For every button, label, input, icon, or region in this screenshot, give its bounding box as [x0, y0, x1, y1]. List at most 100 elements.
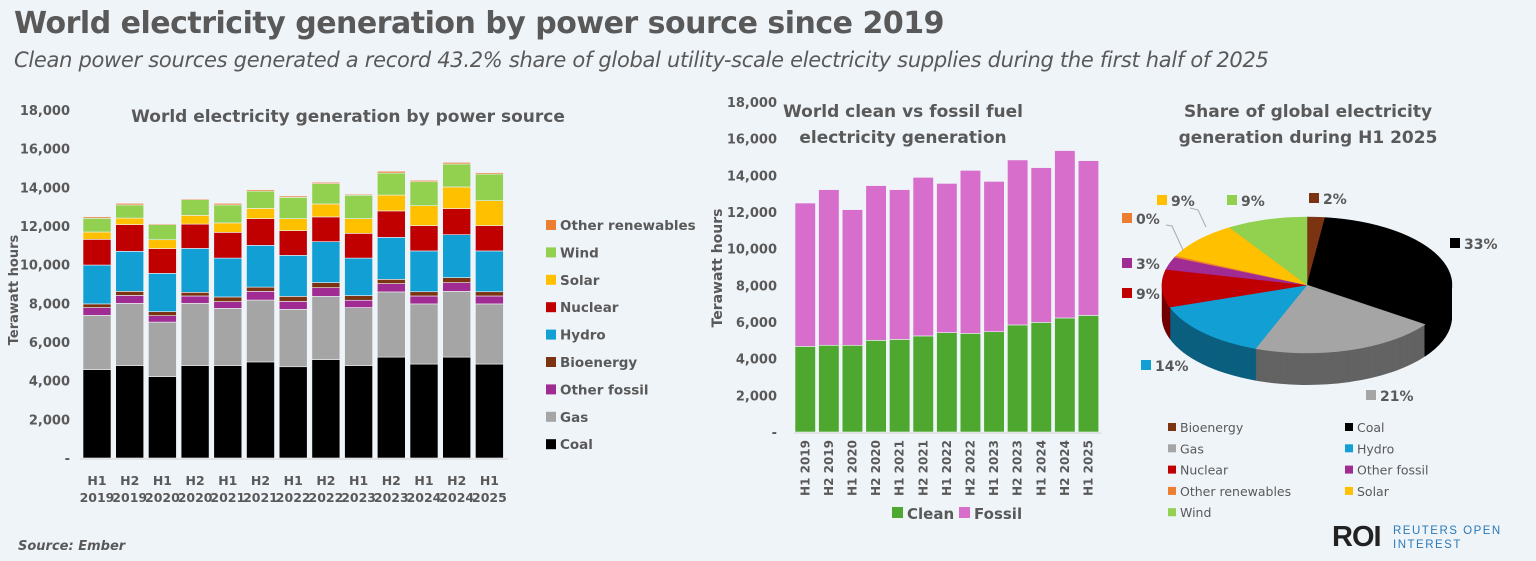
data-label: 2%: [1323, 192, 1347, 208]
bar-segment-clean: [1077, 315, 1099, 433]
data-label-swatch: [1157, 195, 1167, 205]
x-tick-label: 2019: [112, 490, 147, 505]
bar-segment-hydro: [311, 241, 341, 283]
bar-segment-hydro: [213, 257, 243, 298]
x-tick-label: 2023: [374, 490, 409, 505]
bar-segment-gas: [278, 309, 308, 368]
bar-segment-solar: [278, 218, 308, 231]
data-label-swatch: [1141, 360, 1151, 370]
y-tick-label: 14,000: [727, 169, 777, 184]
bar-segment-other-fossil: [409, 295, 439, 305]
legend-swatch: [959, 507, 970, 518]
bar-segment-other-fossil: [213, 301, 243, 309]
bar-segment-nuclear: [278, 230, 308, 256]
x-tick-label: H1: [349, 473, 368, 488]
legend-swatch: [546, 274, 556, 285]
bar-segment-nuclear: [115, 224, 144, 252]
data-label: 33%: [1464, 237, 1498, 253]
y-tick-label: 18,000: [727, 96, 777, 111]
bar-segment-hydro: [148, 273, 177, 312]
bar-segment-other-renewables: [148, 223, 177, 225]
bar-segment-bioenergy: [475, 291, 504, 297]
bar-segment-bioenergy: [442, 277, 472, 283]
bar-segment-solar: [409, 205, 439, 226]
x-tick-label: H1: [480, 473, 499, 488]
bar-segment-coal: [278, 366, 308, 459]
legend-swatch: [1168, 444, 1176, 453]
x-tick-label: H2 2023: [1011, 440, 1025, 496]
chart-title: generation during H1 2025: [1179, 128, 1438, 148]
x-tick-label: 2021: [210, 490, 245, 505]
bar-segment-gas: [246, 299, 275, 363]
bar-segment-other-fossil: [278, 301, 308, 310]
x-tick-label: H1: [218, 473, 237, 488]
bar-segment-solar: [82, 231, 112, 240]
bar-segment-bioenergy: [213, 296, 243, 302]
bar-segment-bioenergy: [311, 282, 341, 288]
x-tick-label: 2022: [276, 490, 311, 505]
x-tick-label: 2019: [80, 490, 115, 505]
y-tick-label: 10,000: [20, 259, 70, 274]
bar-segment-coal: [213, 365, 243, 459]
bar-segment-gas: [180, 303, 210, 366]
bar-segment-other-renewables: [442, 162, 472, 165]
bar-segment-hydro: [278, 255, 308, 297]
bar-segment-nuclear: [442, 208, 472, 236]
bar-segment-other-renewables: [475, 172, 504, 175]
x-tick-label: H1 2022: [940, 440, 954, 496]
bar-segment-bioenergy: [344, 295, 373, 301]
legend-swatch: [1345, 444, 1353, 453]
x-tick-label: H2: [447, 473, 466, 488]
x-tick-label: H1: [153, 473, 172, 488]
x-tick-label: H1 2024: [1034, 440, 1048, 496]
x-tick-label: 2020: [145, 490, 180, 505]
data-label-swatch: [1122, 258, 1132, 268]
y-tick-label: 10,000: [727, 243, 777, 258]
bar-segment-other-fossil: [180, 295, 210, 304]
bar-segment-nuclear: [311, 216, 341, 242]
legend-label: Wind: [560, 245, 599, 261]
data-label-swatch: [1450, 238, 1460, 248]
y-tick-label: 4,000: [736, 353, 777, 368]
bar-segment-bioenergy: [376, 279, 406, 284]
legend-label: Wind: [1180, 505, 1211, 520]
y-tick-label: -: [65, 452, 70, 467]
y-tick-label: -: [772, 426, 777, 441]
x-tick-label: H1 2021: [893, 440, 907, 496]
bar-segment-gas: [344, 307, 373, 366]
legend-label: Hydro: [560, 328, 606, 344]
bar-segment-hydro: [409, 250, 439, 293]
data-label: 9%: [1241, 194, 1265, 210]
bar-segment-bioenergy: [180, 292, 210, 297]
x-tick-label: H2 2020: [869, 440, 883, 496]
legend-swatch: [546, 220, 556, 230]
legend-swatch: [546, 384, 556, 395]
bar-segment-other-fossil: [82, 307, 112, 316]
data-label: 0%: [1136, 212, 1160, 228]
legend-swatch: [1168, 508, 1176, 517]
y-tick-label: 6,000: [736, 316, 777, 331]
bar-segment-solar: [180, 215, 210, 225]
data-label-swatch: [1366, 390, 1376, 400]
bar-segment-wind: [148, 224, 177, 241]
legend-label: Nuclear: [560, 300, 619, 316]
legend-label: Clean: [907, 505, 954, 523]
bar-segment-clean: [1054, 317, 1076, 433]
x-tick-label: H1 2019: [798, 440, 812, 496]
bar-segment-clean: [936, 332, 958, 433]
bar-segment-nuclear: [409, 225, 439, 252]
bar-segment-gas: [409, 303, 439, 365]
x-tick-label: H1 2023: [987, 440, 1001, 496]
data-label-swatch: [1227, 195, 1237, 205]
bar-segment-other-renewables: [213, 203, 243, 206]
bar-segment-gas: [213, 308, 243, 366]
bar-segment-clean: [912, 335, 934, 433]
y-tick-label: 18,000: [20, 104, 70, 119]
legend-label: Fossil: [974, 505, 1022, 523]
x-tick-label: H1 2020: [845, 440, 859, 496]
bar-segment-wind: [82, 217, 112, 233]
bar-segment-wind: [344, 194, 373, 219]
bar-segment-fossil: [959, 170, 982, 334]
bar-segment-clean: [889, 339, 911, 433]
